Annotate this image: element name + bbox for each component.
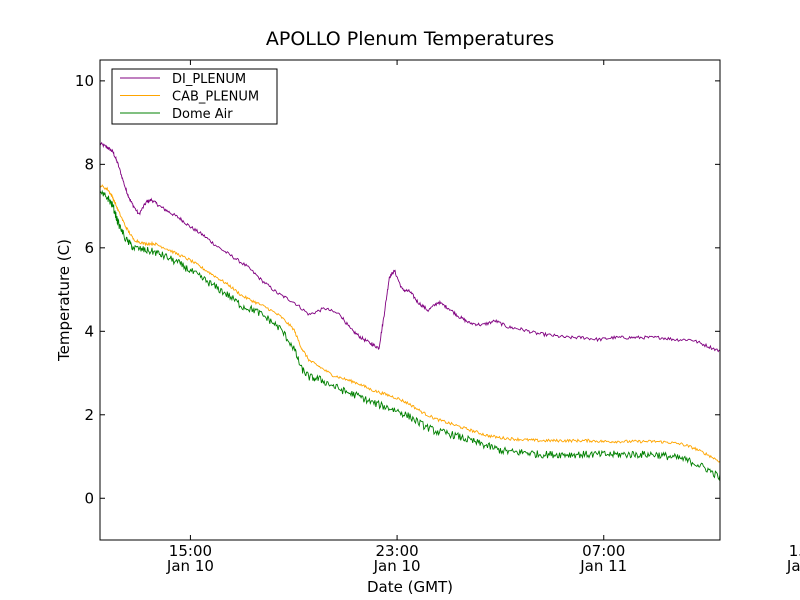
x-tick-label-date: Jan 10 (373, 557, 421, 575)
legend: DI_PLENUM CAB_PLENUM Dome Air (111, 68, 278, 125)
x-axis-label: Date (GMT) (367, 578, 453, 596)
plot-frame (99, 59, 721, 541)
legend-label-dome-air: Dome Air (172, 107, 233, 122)
x-tick-label-time: 15:00 (169, 542, 212, 560)
y-tick-label: 6 (84, 239, 94, 257)
x-tick-label-time: 23:00 (375, 542, 418, 560)
y-tick-label: 8 (84, 155, 94, 173)
series-line-cab-plenum (100, 184, 720, 463)
x-tick-label-date: Jan 11 (579, 557, 627, 575)
y-axis-label: Temperature (C) (55, 239, 73, 362)
legend-label-di-plenum: DI_PLENUM (172, 72, 246, 87)
y-tick-label: 4 (84, 322, 94, 340)
series-line-di-plenum (100, 141, 720, 353)
y-tick-label: 2 (84, 406, 94, 424)
y-tick-label: 0 (84, 489, 94, 507)
legend-label-cab-plenum: CAB_PLENUM (172, 90, 259, 105)
y-tick-label: 10 (75, 72, 94, 90)
x-tick-label-date: Jan 11 (786, 557, 800, 575)
x-tick-label-time: 15:00 (789, 542, 800, 560)
series-line-dome-air (100, 189, 720, 481)
x-tick-label-date: Jan 10 (166, 557, 214, 575)
x-tick-label-time: 07:00 (582, 542, 625, 560)
chart-title: APOLLO Plenum Temperatures (266, 28, 554, 50)
